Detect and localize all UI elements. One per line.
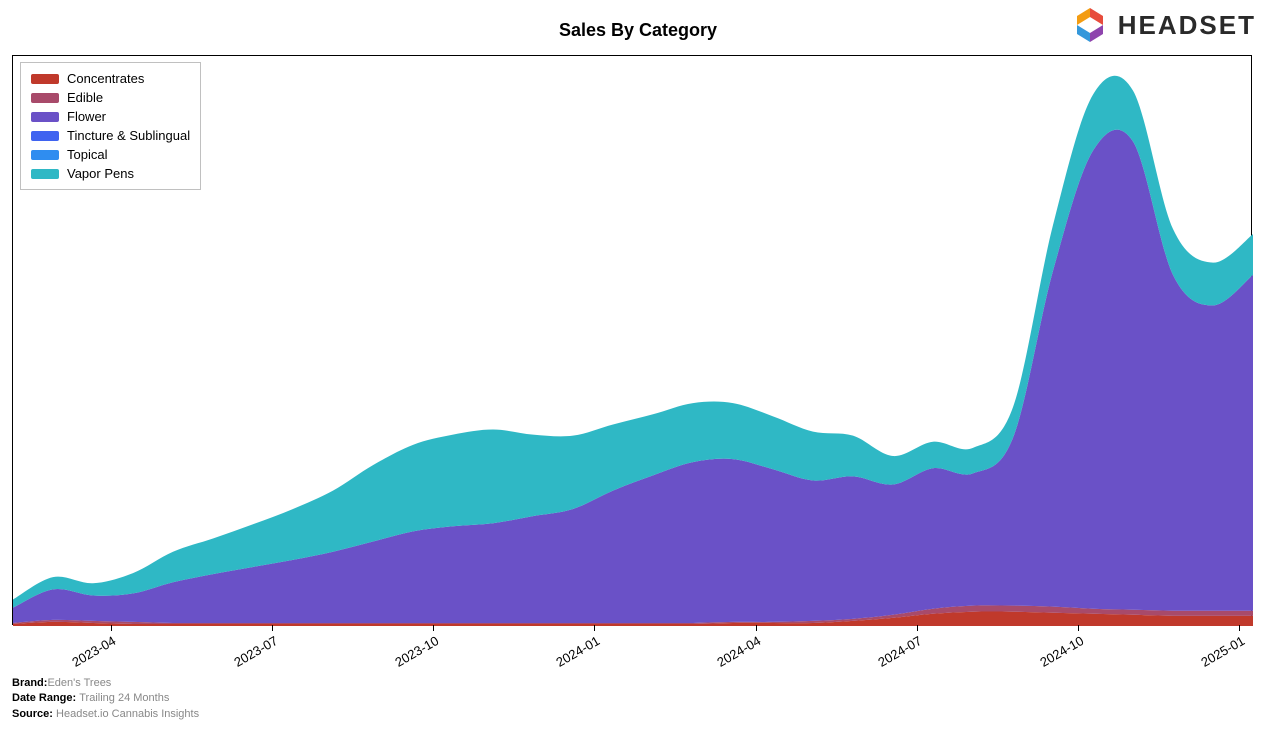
x-tick-label: 2023-07 <box>231 633 280 670</box>
legend-label: Concentrates <box>67 71 144 86</box>
legend-item: Tincture & Sublingual <box>31 126 190 145</box>
footer-brand-label: Brand: <box>12 677 47 689</box>
legend-swatch <box>31 74 59 84</box>
legend-swatch <box>31 169 59 179</box>
legend-swatch <box>31 112 59 122</box>
x-tick-label: 2023-10 <box>392 633 441 670</box>
legend-item: Edible <box>31 88 190 107</box>
x-tick-mark <box>594 625 595 631</box>
x-tick-mark <box>1239 625 1240 631</box>
x-tick-label: 2024-01 <box>553 633 602 670</box>
x-tick-label: 2023-04 <box>70 633 119 670</box>
footer-range-label: Date Range: <box>12 692 79 704</box>
chart-legend: Concentrates Edible Flower Tincture & Subli… <box>20 62 201 190</box>
headset-logo: HEADSET <box>1070 5 1256 45</box>
legend-label: Tincture & Sublingual <box>67 128 190 143</box>
x-tick-label: 2024-10 <box>1037 633 1086 670</box>
legend-item: Concentrates <box>31 69 190 88</box>
x-tick-label: 2024-04 <box>715 633 764 670</box>
legend-item: Vapor Pens <box>31 164 190 183</box>
x-tick-label: 2024-07 <box>876 633 925 670</box>
x-tick-mark <box>433 625 434 631</box>
footer-brand-value: Eden's Trees <box>47 677 111 689</box>
footer-source-value: Headset.io Cannabis Insights <box>56 708 199 720</box>
x-tick-mark <box>917 625 918 631</box>
logo-icon <box>1070 5 1110 45</box>
x-tick-mark <box>111 625 112 631</box>
legend-swatch <box>31 93 59 103</box>
chart-footer: Brand:Eden's Trees Date Range: Trailing … <box>12 676 199 722</box>
legend-label: Flower <box>67 109 106 124</box>
footer-range-value: Trailing 24 Months <box>79 692 169 704</box>
legend-label: Vapor Pens <box>67 166 134 181</box>
legend-label: Edible <box>67 90 103 105</box>
legend-label: Topical <box>67 147 107 162</box>
x-tick-mark <box>272 625 273 631</box>
chart-title: Sales By Category <box>559 20 717 41</box>
footer-range: Date Range: Trailing 24 Months <box>12 691 199 706</box>
footer-source-label: Source: <box>12 708 56 720</box>
legend-swatch <box>31 131 59 141</box>
footer-brand: Brand:Eden's Trees <box>12 676 199 691</box>
legend-item: Topical <box>31 145 190 164</box>
x-tick-mark <box>1078 625 1079 631</box>
footer-source: Source: Headset.io Cannabis Insights <box>12 707 199 722</box>
x-tick-label: 2025-01 <box>1198 633 1247 670</box>
legend-swatch <box>31 150 59 160</box>
x-tick-mark <box>756 625 757 631</box>
logo-text: HEADSET <box>1118 10 1256 41</box>
legend-item: Flower <box>31 107 190 126</box>
